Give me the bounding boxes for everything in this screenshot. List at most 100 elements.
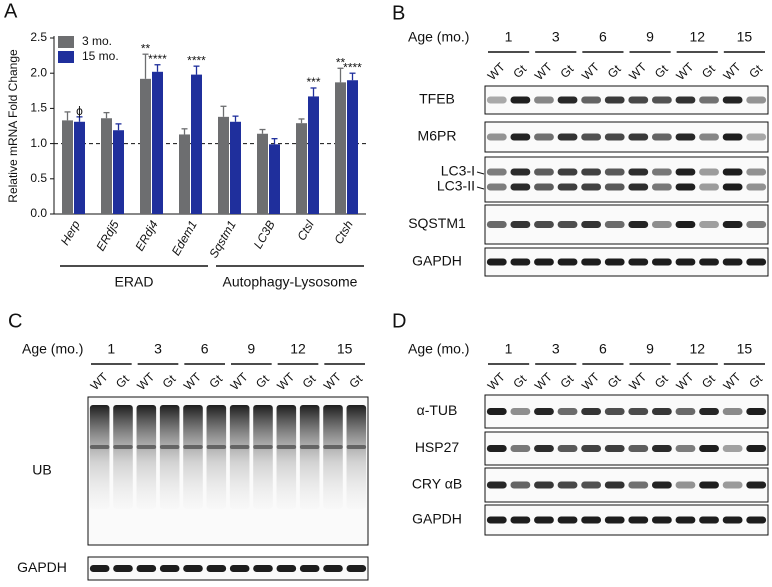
- blot-band: [581, 258, 602, 266]
- bar: [140, 78, 151, 214]
- row-label: SQSTM1: [408, 215, 466, 231]
- blot-band: [675, 258, 696, 266]
- blot-band: [651, 516, 672, 524]
- row-label: TFEB: [419, 91, 455, 107]
- blot-band: [323, 445, 343, 449]
- blot-band: [534, 258, 554, 266]
- blot-band: [746, 168, 767, 176]
- row-label: LC3-II: [437, 178, 475, 194]
- lane-label: WT: [720, 369, 744, 393]
- x-tick-label: Sqstm1: [206, 218, 238, 260]
- bar: [191, 74, 202, 214]
- blot-band: [486, 133, 507, 141]
- blot-band: [699, 133, 719, 141]
- blot-band: [534, 168, 554, 176]
- legend-label: 15 mo.: [82, 49, 119, 63]
- blot-smear: [89, 405, 110, 509]
- row-label: GAPDH: [412, 253, 462, 269]
- group-label: Autophagy-Lysosome: [223, 274, 358, 290]
- blot-band: [581, 408, 602, 415]
- bar: [101, 118, 112, 214]
- blot-band: [557, 221, 578, 228]
- blot-band: [604, 133, 625, 141]
- significance: ****: [343, 60, 362, 74]
- lane-label: WT: [673, 369, 697, 393]
- bar: [218, 116, 229, 214]
- blot-band: [628, 96, 649, 104]
- lane-label: Gt: [300, 372, 319, 391]
- blot-band: [675, 408, 696, 415]
- significance: **: [141, 41, 151, 55]
- blot-band: [651, 445, 672, 452]
- blot-band: [581, 183, 602, 191]
- lane-label: Gt: [510, 62, 529, 81]
- row-label: CRY αB: [412, 476, 462, 492]
- blot-band: [136, 445, 157, 449]
- blot-band: [486, 408, 507, 415]
- lane-label: Gt: [558, 62, 577, 81]
- blot-band: [651, 221, 672, 228]
- blot-band: [346, 445, 367, 449]
- blot-smear: [206, 405, 227, 509]
- x-tick-label: Ctsl: [294, 218, 317, 243]
- age-label: Age (mo.): [408, 341, 469, 357]
- age-value: 9: [247, 341, 255, 357]
- age-value: 15: [337, 341, 353, 357]
- blot-band: [581, 221, 602, 228]
- blot-band: [510, 408, 531, 415]
- blot-band: [699, 183, 719, 191]
- lane-label: WT: [579, 369, 603, 393]
- error-bar: [154, 64, 161, 72]
- blot-smear: [323, 405, 343, 509]
- blot-band: [557, 516, 578, 524]
- error-bar: [181, 128, 188, 135]
- lane-label: WT: [626, 59, 650, 83]
- blot-band: [206, 565, 227, 572]
- blot-band: [746, 481, 767, 489]
- error-bar: [271, 138, 278, 145]
- error-bar: [349, 72, 356, 81]
- x-tick-label: LC3B: [251, 218, 278, 251]
- blot-band: [722, 221, 743, 228]
- y-axis-label: Relative mRNA Fold Change: [6, 49, 20, 203]
- blot-band: [89, 445, 110, 449]
- blot-band: [486, 445, 507, 452]
- lane-label: WT: [134, 369, 158, 393]
- blot-band: [510, 481, 531, 489]
- lane-label: Gt: [113, 372, 132, 391]
- age-value: 9: [646, 29, 654, 45]
- blot-frame: [484, 85, 769, 115]
- blot-band: [699, 168, 719, 176]
- blot-band: [534, 408, 554, 415]
- row-label: α-TUB: [417, 402, 458, 418]
- x-tick-label: Edem1: [169, 218, 200, 258]
- blot-band: [253, 445, 273, 449]
- lane-label: WT: [274, 369, 298, 393]
- blot-band: [510, 168, 531, 176]
- blot-band: [206, 445, 227, 449]
- age-value: 12: [689, 29, 705, 45]
- lane-label: WT: [532, 369, 556, 393]
- blot-band: [581, 168, 602, 176]
- blot-band: [557, 258, 578, 266]
- lane-label: WT: [485, 369, 509, 393]
- blot-band: [722, 133, 743, 141]
- lane-label: Gt: [253, 372, 272, 391]
- blot-frame: [484, 467, 769, 503]
- y-tick-label: 2.5: [30, 30, 47, 44]
- age-value: 15: [737, 341, 753, 357]
- blot-frame: [484, 204, 769, 245]
- error-bar: [64, 111, 71, 121]
- blot-band: [675, 516, 696, 524]
- blot-band: [651, 133, 672, 141]
- age-value: 12: [689, 341, 705, 357]
- blot-band: [486, 258, 507, 266]
- blot-band: [604, 96, 625, 104]
- blot-band: [628, 183, 649, 191]
- blot-smear: [183, 405, 203, 509]
- lane-label: WT: [228, 369, 252, 393]
- lane-label: Gt: [605, 372, 624, 391]
- age-value: 9: [646, 341, 654, 357]
- blot-band: [557, 96, 578, 104]
